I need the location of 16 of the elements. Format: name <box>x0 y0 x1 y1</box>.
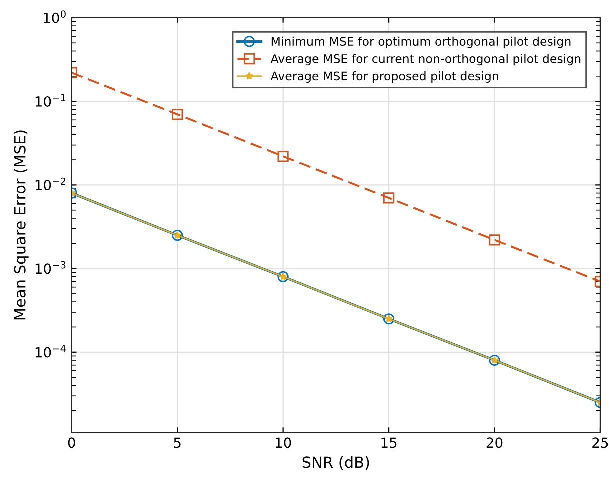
x-tick-label: 5 <box>174 438 181 448</box>
x-tick-label: 0 <box>68 438 76 448</box>
y-tick-label: 10$^{−3}$ <box>36 261 66 274</box>
x-tick-label: 20 <box>486 438 503 448</box>
legend-label: Minimum MSE for optimum orthogonal pilot design <box>272 36 571 48</box>
legend-label: Average MSE for proposed pilot design <box>270 72 498 83</box>
legend-label: Average MSE for current non-orthogonal pilot design <box>270 54 581 66</box>
x-tick-label: 15 <box>382 438 397 448</box>
y-tick-label: 10$^{−2}$ <box>36 178 66 191</box>
y-tick-label: 10$^{0}$ <box>44 10 66 24</box>
x-tick-label: 25 <box>592 438 608 448</box>
x-axis-title: SNR (dB) <box>302 456 370 470</box>
y-axis-title: Mean Square Error (MSE) <box>14 130 29 320</box>
y-tick-label: 10$^{−4}$ <box>36 345 66 358</box>
x-tick-label: 10 <box>276 438 292 448</box>
y-tick-label: 10$^{−1}$ <box>36 94 66 107</box>
